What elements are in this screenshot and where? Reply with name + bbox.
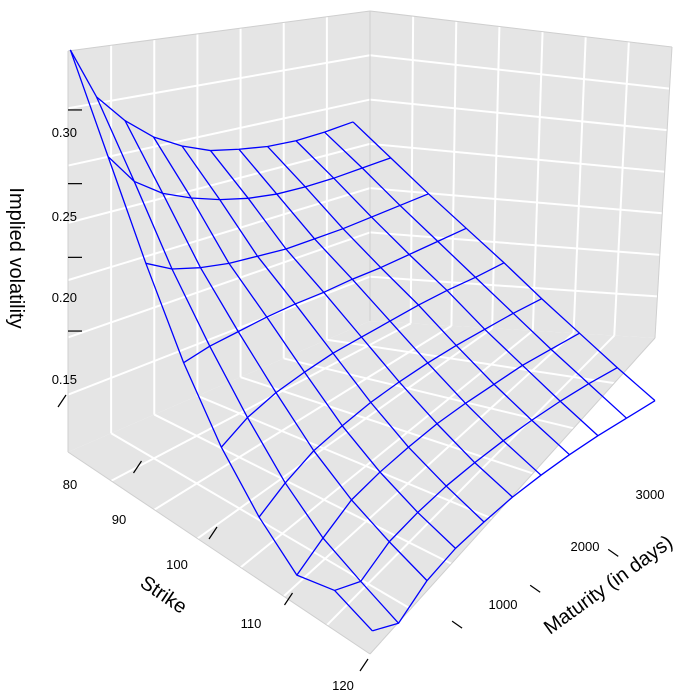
axis-ticks [57,109,619,672]
mesh-line-maturity [209,150,513,498]
strike-tick [284,592,293,606]
maturity-tick [529,584,541,593]
strike-tick-label: 90 [112,512,126,527]
strike-tick-label: 110 [241,616,262,631]
gridline [240,376,534,475]
mesh-line-maturity [69,49,373,632]
gridline [531,31,544,331]
strike-tick [57,394,67,408]
maturity-tick [607,548,619,557]
mesh-line-maturity [295,140,599,437]
mesh-line-maturity [238,148,542,476]
box-edge [67,10,371,52]
box-panels [68,11,672,654]
back-left-panel [68,11,370,452]
vol-tick-label: 0.30 [52,125,77,140]
strike-tick [359,658,369,672]
gridline [110,322,412,482]
x-axis-title: Strike [136,572,191,619]
gridline [613,41,630,336]
gridline [196,327,493,540]
mesh-line-maturity [124,120,428,582]
gridline [369,54,670,90]
strike-tick-label: 80 [63,477,77,492]
y-axis-title: Maturity (in days) [540,531,677,639]
gridline [369,98,668,132]
gridline [283,357,574,430]
mesh-line-maturity [95,96,399,624]
gridline [67,54,371,110]
gridline [153,325,452,511]
vol-tick-label: 0.15 [52,372,77,387]
maturity-tick-label: 3000 [636,487,665,502]
mesh-line-maturity [181,145,485,523]
box-edge [67,451,371,655]
surface-mesh [69,49,656,632]
mesh-line-maturity [352,121,656,402]
gridline [67,231,371,339]
gridline [239,329,534,569]
gridline [369,275,658,298]
strike-tick-label: 100 [166,557,188,572]
box-edge [369,337,656,655]
gridline [67,275,371,396]
gridline [67,98,371,167]
strike-tick [133,460,142,474]
maturity-tick-label: 1000 [489,597,518,612]
strike-tick-label: 120 [332,678,354,692]
box-edge [369,10,673,48]
gridline [326,334,615,626]
gridline [369,187,663,215]
gridline [67,142,371,224]
gridline [369,231,660,256]
gridline [369,142,665,173]
maturity-tick [451,620,463,629]
maturity-tick-label: 2000 [571,539,600,554]
z-axis-title: Implied volatility [5,187,27,328]
gridline [153,413,452,565]
vol-tick-label: 0.20 [52,290,77,305]
gridline [572,36,587,334]
gridline [450,21,458,326]
floor-panel [68,321,655,654]
mesh-line-maturity [267,146,570,456]
box-edge [654,46,673,339]
mesh-line-maturity [152,136,456,549]
gridline [326,338,615,385]
gridline [491,26,501,329]
vol-tick-label: 0.25 [52,209,77,224]
gridline [283,332,575,598]
box-gridlines [67,10,673,655]
strike-tick [208,526,218,540]
gridline [409,16,415,324]
back-right-panel [370,11,672,338]
mesh-line-maturity [324,131,627,419]
